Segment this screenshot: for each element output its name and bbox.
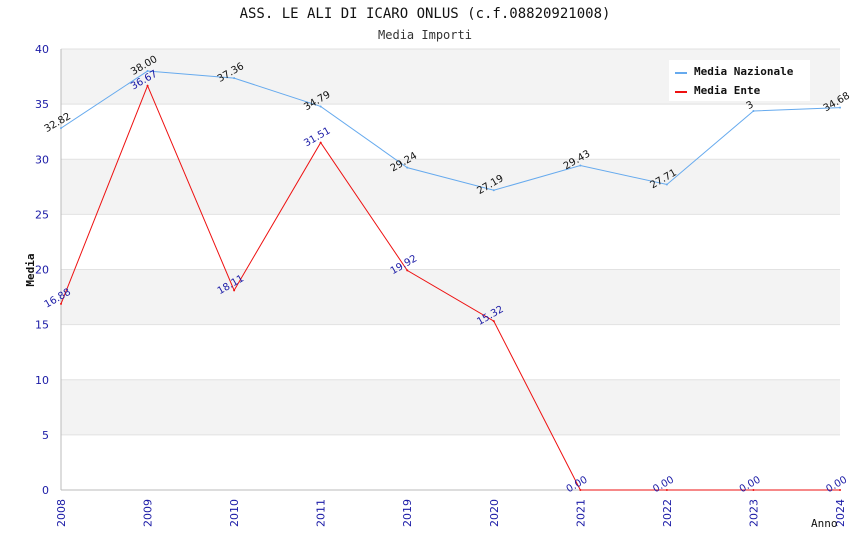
plot-bands xyxy=(61,49,840,490)
y-tick-label: 20 xyxy=(35,264,49,277)
x-tick-label: 2022 xyxy=(661,499,674,527)
series-lines xyxy=(60,70,841,491)
data-point xyxy=(146,84,149,87)
plot-band xyxy=(61,324,840,380)
y-tick-label: 35 xyxy=(35,98,49,111)
x-tick-label: 2009 xyxy=(142,499,155,527)
data-point xyxy=(665,489,668,491)
x-tick-label: 2020 xyxy=(488,499,501,527)
x-tick-label: 2011 xyxy=(315,499,328,527)
plot-band xyxy=(61,269,840,325)
chart-subtitle: Media Importi xyxy=(378,28,472,42)
data-point xyxy=(319,105,322,108)
plot-band xyxy=(61,214,840,270)
x-axis-label: Anno xyxy=(811,517,838,530)
x-tick-label: 2019 xyxy=(401,499,414,527)
data-point xyxy=(752,489,755,491)
data-point xyxy=(839,489,841,491)
data-point xyxy=(492,320,495,323)
plot-band xyxy=(61,104,840,160)
legend: Media Nazionale Media Ente xyxy=(669,60,810,101)
series-line-ente xyxy=(60,84,840,491)
y-tick-label: 40 xyxy=(35,43,49,56)
y-tick-label: 25 xyxy=(35,208,49,221)
data-point xyxy=(406,166,409,169)
plot-band xyxy=(61,379,840,435)
plot-band xyxy=(61,434,840,490)
data-point xyxy=(406,269,409,272)
y-axis-label: Media xyxy=(24,253,37,286)
data-point xyxy=(60,302,62,305)
plot-band xyxy=(61,159,840,215)
series-line-nazionale xyxy=(60,70,841,191)
data-point xyxy=(233,289,236,292)
data-point xyxy=(752,109,755,112)
x-tick-label: 2010 xyxy=(228,499,241,527)
legend-box xyxy=(669,60,810,101)
x-tick-label: 2023 xyxy=(747,499,760,527)
y-tick-label: 30 xyxy=(35,153,49,166)
y-tick-label: 15 xyxy=(35,319,49,332)
x-tick-label: 2008 xyxy=(55,499,68,527)
data-label: 3 xyxy=(745,99,756,112)
legend-label-nazionale: Media Nazionale xyxy=(694,65,794,78)
data-point xyxy=(233,77,236,80)
data-point xyxy=(665,183,668,186)
data-point xyxy=(146,70,149,73)
data-point xyxy=(492,189,495,192)
data-point xyxy=(60,127,62,130)
data-point xyxy=(319,141,322,144)
y-tick-label: 0 xyxy=(42,484,49,497)
data-point xyxy=(839,106,841,109)
y-tick-labels: 0 5 10 15 20 25 30 35 40 xyxy=(35,43,49,497)
x-tick-label: 2024 xyxy=(834,499,847,527)
data-point xyxy=(579,164,582,167)
x-tick-labels: 2008 2009 2010 2011 2019 2020 2021 2022 2023 2024 xyxy=(55,499,847,527)
chart-title: ASS. LE ALI DI ICARO ONLUS (c.f.08820921… xyxy=(240,6,611,22)
y-tick-label: 5 xyxy=(42,429,49,442)
x-tick-label: 2021 xyxy=(574,499,587,527)
y-tick-label: 10 xyxy=(35,374,49,387)
data-point xyxy=(579,489,582,491)
legend-label-ente: Media Ente xyxy=(694,84,761,97)
